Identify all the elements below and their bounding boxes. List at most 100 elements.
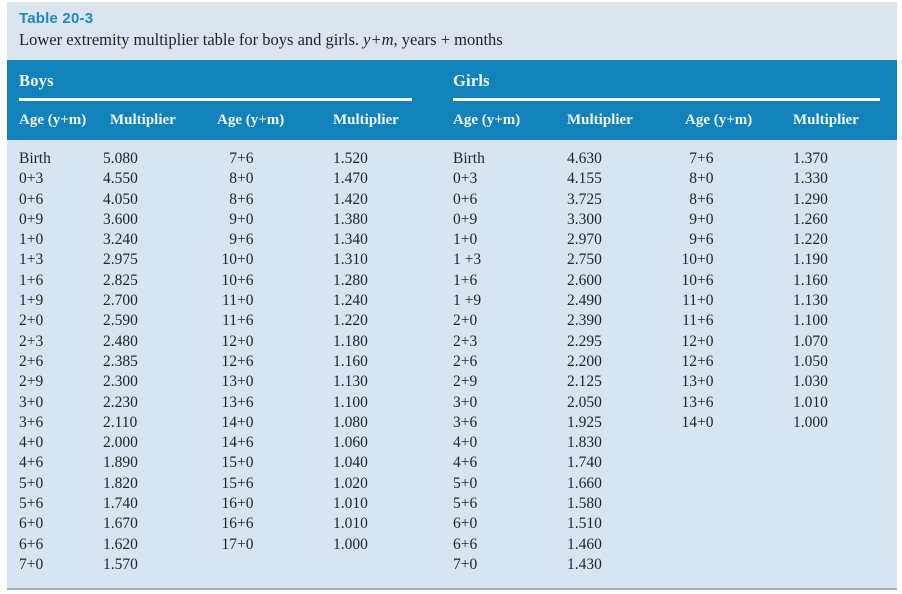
girls-section-label: Girls [453,71,490,90]
age-years-part: 13 [681,393,698,411]
age-cell: 12+6 [673,352,793,372]
age-years-part: 13 [681,373,698,391]
age-months-part: +0 [697,332,714,350]
age-years-part: 8 [229,170,237,188]
multiplier-cell: 1.660 [567,474,602,492]
multiplier-cell: 1.050 [793,352,828,370]
age-months-part: +6 [697,190,714,208]
age-cell: 2+0 [453,312,478,330]
girls-header-rule [453,98,880,101]
multiplier-cell: 1.740 [103,495,138,513]
age-months-part: +6 [697,393,714,411]
age-cell: 7+0 [19,555,44,573]
age-cell: 0+3 [453,170,478,188]
multiplier-cell: 1.240 [333,292,368,310]
age-cell: 0+9 [19,210,44,228]
age-column-header: Age (y+m) [217,112,285,128]
age-years-part: 9 [229,210,237,228]
multiplier-cell: 1.030 [793,373,828,391]
age-months-part: +6 [237,271,254,289]
multiplier-cell: 1.430 [567,555,602,573]
age-months-part: +6 [237,393,254,411]
age-cell: 1+6 [453,271,478,289]
multiplier-cell: 3.600 [103,210,138,228]
age-cell: 7+6 [213,149,333,169]
caption-text-suffix: , years + months [393,30,503,49]
age-months-part: +6 [237,231,254,249]
multiplier-cell: 1.310 [333,251,368,269]
age-cell: Birth [453,150,485,167]
age-months-part: +6 [237,150,254,167]
multiplier-cell: 1.620 [103,535,138,553]
multiplier-cell: 1.925 [567,413,602,431]
age-years-part: 7 [689,150,697,167]
age-months-part: +6 [237,312,254,330]
age-months-part: +6 [237,190,254,208]
multiplier-cell [793,555,897,575]
age-cell: 6+0 [19,515,44,533]
multiplier-cell: 3.300 [567,210,602,228]
age-cell [673,474,793,494]
age-cell: 9+0 [213,210,333,230]
multiplier-cell: 4.630 [567,150,602,167]
multiplier-cell: 1.520 [333,150,368,167]
age-months-part: +0 [237,495,254,513]
age-cell: 16+0 [213,494,333,514]
age-years-part: 15 [221,454,238,472]
multiplier-column-header: Multiplier [110,112,176,128]
multiplier-cell: 1.330 [793,170,828,188]
multiplier-cell: 1.820 [103,474,138,492]
multiplier-cell: 2.125 [567,373,602,391]
multiplier-column-header: Multiplier [793,112,859,128]
multiplier-cell: 4.550 [103,170,138,188]
multiplier-cell [793,433,897,453]
multiplier-cell: 1.160 [333,352,368,370]
age-months-part: +0 [237,332,254,350]
multiplier-column-header: Multiplier [567,112,633,128]
age-cell: 2+9 [453,373,478,391]
table-body: Birth 5.080 7+6 1.520 0+3 4.550 8+0 1.470 0+6 4.0… [7,140,897,575]
multiplier-cell [793,514,897,534]
age-years-part: 14 [221,413,238,431]
age-cell: 3+0 [19,393,44,411]
multiplier-cell: 1.510 [567,515,602,533]
age-months-part: +0 [237,251,254,269]
multiplier-cell: 1.220 [793,231,828,249]
age-cell: 14+6 [213,433,333,453]
age-cell: 13+6 [213,393,333,413]
multiplier-cell: 1.060 [333,434,368,452]
multiplier-cell: 1.370 [793,150,828,167]
age-cell: 9+6 [673,230,793,250]
age-cell: 9+6 [213,230,333,250]
age-years-part: 12 [681,332,698,350]
multiplier-cell: 5.080 [103,150,138,167]
age-cell: 8+0 [673,169,793,189]
age-cell: 1+0 [453,231,478,249]
age-cell: 12+0 [673,332,793,352]
age-cell: 0+6 [19,190,44,208]
age-months-part: +0 [237,535,254,553]
multiplier-cell: 4.155 [567,170,602,188]
age-cell: 13+0 [213,372,333,392]
age-cell: Birth [19,150,51,167]
age-cell: 6+6 [19,535,44,553]
age-months-part: +0 [697,373,714,391]
age-months-part: +0 [237,292,254,310]
age-cell: 11+0 [673,291,793,311]
multiplier-cell: 1.010 [793,393,828,411]
age-cell: 2+3 [453,332,478,350]
multiplier-cell: 1.260 [793,210,828,228]
multiplier-column-header: Multiplier [333,112,399,128]
age-months-part: +0 [697,413,714,431]
multiplier-cell: 1.340 [333,231,368,249]
girls-table: Birth 4.630 7+6 1.370 0+3 4.155 8+0 1.330 0+6 3.7… [448,149,897,575]
age-cell: 2+9 [19,373,44,391]
column-header-band: Boys Age (y+m) Multiplier Age (y+m) Multipl… [7,60,897,140]
age-cell: 0+3 [19,170,44,188]
table-20-3-card: Table 20-3 Lower extremity multiplier ta… [7,2,897,590]
age-cell: 14+0 [673,413,793,433]
age-cell: 4+6 [453,454,478,472]
age-months-part: +0 [237,210,254,228]
age-cell [673,514,793,534]
age-cell: 1 +9 [453,292,482,310]
